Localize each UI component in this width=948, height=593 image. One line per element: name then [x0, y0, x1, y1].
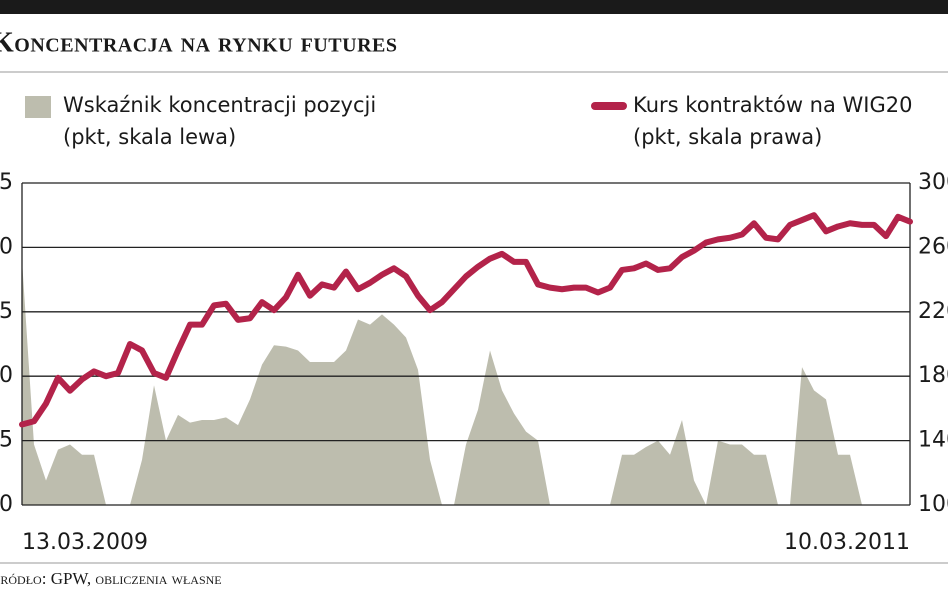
y2-tick-label: 1800 [918, 363, 948, 388]
legend-note: (pkt, skala lewa) [63, 125, 236, 149]
y-tick-label: 15 [0, 299, 13, 324]
legend-note: (pkt, skala prawa) [633, 125, 822, 149]
area [22, 260, 910, 505]
y-tick-label: 0 [0, 492, 13, 517]
y2-tick-label: 1400 [918, 428, 948, 453]
line [19, 212, 913, 428]
legend-label: Wskaźnik koncentracji pozycji [63, 93, 376, 117]
source: Źródło: GPW, obliczenia własne [0, 569, 222, 588]
y2-tick-label: 2200 [918, 299, 948, 324]
legend-swatch [25, 96, 51, 118]
top-bar [0, 0, 948, 14]
y2-tick-label: 2600 [918, 234, 948, 259]
y2-tick-label: 1000 [918, 492, 948, 517]
y-tick-label: 10 [0, 363, 13, 388]
y-tick-label: 25 [0, 170, 13, 195]
legend-label: Kurs kontraktów na WIG20 [633, 93, 913, 117]
chart-title: Koncentracja na rynku futures [0, 27, 397, 58]
x-tick-label: 10.03.2011 [784, 530, 910, 555]
y-tick-label: 5 [0, 428, 13, 453]
x-tick-label: 13.03.2009 [22, 530, 148, 555]
y-tick-label: 20 [0, 234, 13, 259]
y2-tick-label: 3000 [918, 170, 948, 195]
